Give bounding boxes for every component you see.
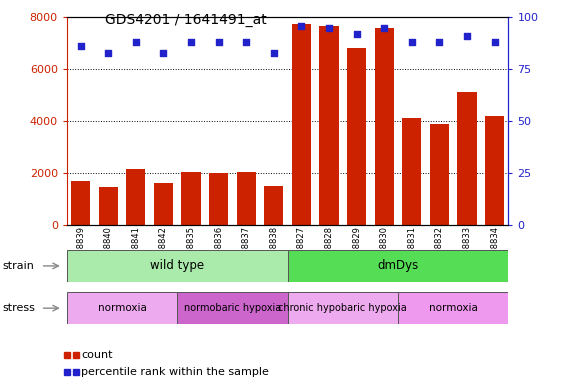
Bar — [457, 93, 476, 225]
Bar — [402, 118, 421, 225]
Point — [187, 39, 196, 45]
Point — [407, 39, 417, 45]
Text: chronic hypobaric hypoxia: chronic hypobaric hypoxia — [278, 303, 407, 313]
Bar — [264, 186, 284, 225]
Bar — [99, 187, 118, 225]
Bar — [292, 24, 311, 225]
Bar — [430, 124, 449, 225]
Bar — [236, 172, 256, 225]
Text: GDS4201 / 1641491_at: GDS4201 / 1641491_at — [105, 13, 266, 27]
Point — [159, 50, 168, 56]
Bar — [67, 250, 288, 282]
Point — [131, 39, 141, 45]
Bar — [177, 292, 288, 324]
Text: wild type: wild type — [150, 260, 205, 272]
Point — [462, 33, 472, 39]
Bar — [209, 173, 228, 225]
Bar — [154, 183, 173, 225]
Text: normobaric hypoxia: normobaric hypoxia — [184, 303, 281, 313]
Bar — [71, 180, 90, 225]
Text: normoxia: normoxia — [98, 303, 146, 313]
Bar — [181, 172, 200, 225]
Text: stress: stress — [3, 303, 36, 313]
Text: dmDys: dmDys — [378, 260, 418, 272]
Point — [324, 25, 333, 31]
Point — [103, 50, 113, 56]
Text: percentile rank within the sample: percentile rank within the sample — [81, 367, 269, 377]
Bar — [320, 26, 339, 225]
Point — [242, 39, 251, 45]
Bar — [375, 28, 394, 225]
Point — [379, 25, 389, 31]
Point — [297, 23, 306, 29]
Bar — [398, 292, 508, 324]
Text: strain: strain — [3, 261, 35, 271]
Point — [490, 39, 499, 45]
Point — [76, 43, 85, 50]
Bar — [288, 250, 508, 282]
Point — [435, 39, 444, 45]
Text: count: count — [81, 350, 113, 360]
Bar — [347, 48, 366, 225]
Point — [214, 39, 223, 45]
Point — [269, 50, 278, 56]
Point — [352, 31, 361, 37]
Bar — [67, 292, 177, 324]
Bar — [288, 292, 398, 324]
Text: normoxia: normoxia — [429, 303, 478, 313]
Bar — [485, 116, 504, 225]
Bar — [126, 169, 145, 225]
